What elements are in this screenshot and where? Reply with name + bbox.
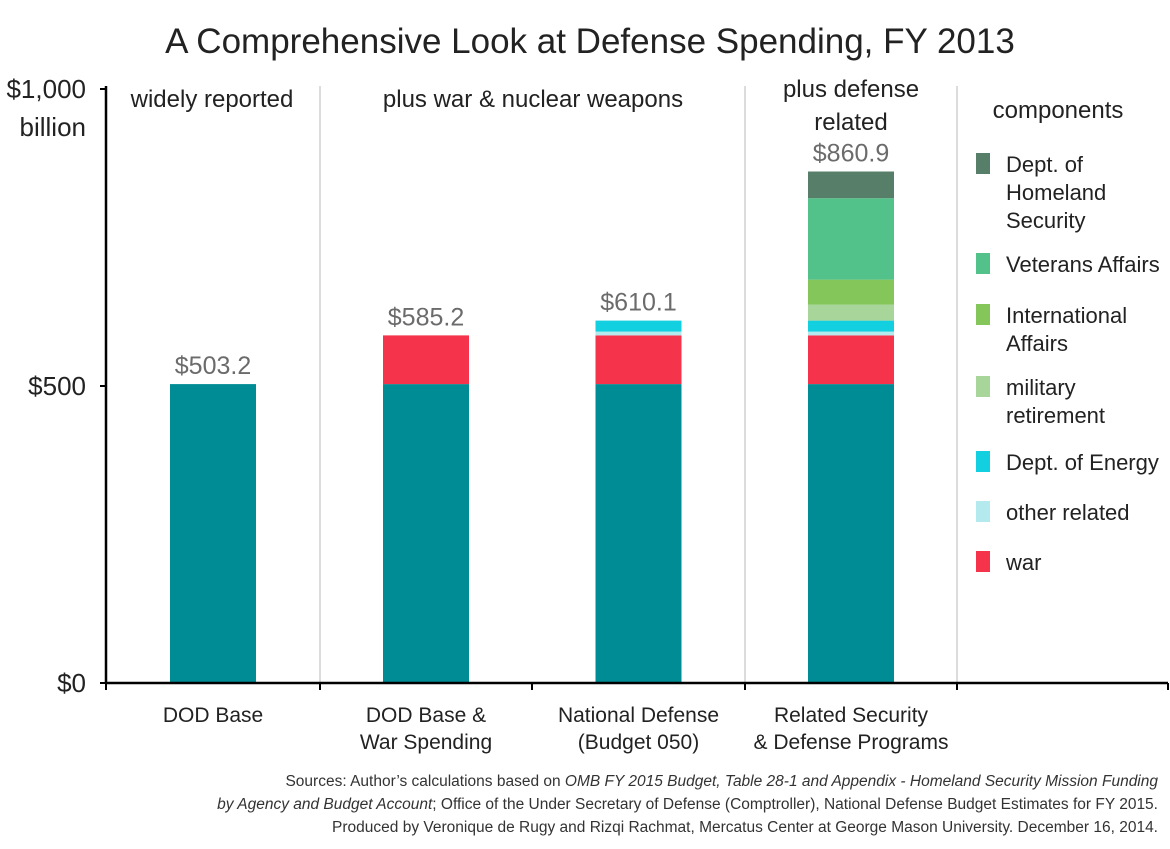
chart-title: A Comprehensive Look at Defense Spending… [165, 22, 1015, 61]
category-label-1-line-1: War Spending [360, 731, 492, 754]
bar-2-segment-dept-of-energy [595, 320, 682, 332]
section-header-0-line-0: widely reported [130, 86, 294, 113]
section-header-1-line-0: plus war & nuclear weapons [383, 86, 683, 113]
legend-swatch-5 [976, 501, 990, 522]
legend-label-2-line-1: Affairs [1006, 331, 1068, 356]
section-dividers [319, 86, 958, 683]
section-header-2-line-0: plus defense [783, 76, 919, 103]
legend: components Dept. of Homeland Security Vetera… [976, 97, 1160, 575]
sources-line-1-text: Sources: Author’s calculations based on [285, 773, 565, 790]
legend-swatch-3 [976, 376, 990, 397]
category-label-0-line-0: DOD Base [163, 704, 263, 727]
bar-total-label-3: $860.9 [813, 140, 889, 168]
legend-label-3-line-0: military [1006, 375, 1076, 400]
legend-label-5-line-0: other related [1006, 500, 1130, 525]
bars: $503.2 $585.2 $610.1 $860.9 [170, 140, 894, 683]
legend-title: components [993, 97, 1124, 124]
bar-total-label-2: $610.1 [600, 289, 676, 317]
bar-3-segment-dept-of-homeland-security [808, 171, 894, 199]
category-label-2-line-0: National Defense [558, 704, 719, 727]
bar-3-segment-other-related [808, 331, 894, 336]
legend-label-4-line-0: Dept. of Energy [1006, 450, 1159, 475]
legend-label-0-line-0: Dept. of [1006, 152, 1084, 177]
legend-swatch-4 [976, 451, 990, 472]
section-header-2-line-1: related [814, 109, 887, 136]
sources-line-2: by Agency and Budget Account; Office of … [0, 793, 1158, 816]
category-label-3-line-0: Related Security [774, 704, 929, 727]
category-label-2-line-1: (Budget 050) [578, 731, 699, 754]
legend-label-0-line-2: Security [1006, 208, 1085, 233]
sources-line-2-text: ; Office of the Under Secretary of Defen… [432, 796, 1158, 813]
legend-label-2-line-0: International [1006, 303, 1127, 328]
sources-line-1-citation: OMB FY 2015 Budget, Table 28-1 and Appen… [564, 773, 1158, 790]
legend-swatch-2 [976, 304, 990, 325]
legend-label-1-line-0: Veterans Affairs [1006, 252, 1160, 277]
x-axis: DOD Base DOD Base & War Spending National D… [105, 681, 1169, 754]
sources-line-3: Produced by Veronique de Rugy and Rizqi … [332, 819, 1158, 836]
section-headers: widely reported plus war & nuclear weapon… [130, 76, 919, 136]
bar-3-segment-military-retirement [808, 304, 894, 321]
legend-label-0-line-1: Homeland [1006, 180, 1106, 205]
bar-3-segment-war [808, 335, 894, 385]
sources-note: Sources: Author’s calculations based on … [0, 770, 1158, 839]
bar-3-segment-dept-of-energy [808, 320, 894, 332]
legend-label-3-line-1: retirement [1006, 403, 1105, 428]
bar-1-segment-base [383, 384, 469, 683]
bar-1-segment-war [383, 335, 469, 385]
bar-2-segment-base [595, 384, 682, 683]
y-tick-label-1: $500 [28, 371, 86, 401]
bar-0-segment-base [170, 384, 256, 683]
bar-3-segment-international-affairs [808, 279, 894, 305]
category-label-1-line-0: DOD Base & [366, 704, 486, 727]
legend-swatch-0 [976, 153, 990, 174]
y-tick-label-0: $0 [57, 668, 86, 698]
legend-swatch-6 [976, 551, 990, 572]
legend-label-6-line-0: war [1005, 550, 1041, 575]
bar-total-label-0: $503.2 [175, 352, 251, 380]
sources-line-2-citation: by Agency and Budget Account [217, 796, 433, 813]
y-axis: $0 $500 $1,000 billion [6, 74, 108, 698]
legend-swatch-1 [976, 253, 990, 274]
bar-total-label-1: $585.2 [388, 303, 464, 331]
category-label-3-line-1: & Defense Programs [754, 731, 949, 754]
bar-3-segment-base [808, 384, 894, 683]
sources-line-1: Sources: Author’s calculations based on … [0, 770, 1158, 793]
bar-2-segment-other-related [595, 331, 682, 336]
bar-3-segment-veterans-affairs [808, 198, 894, 280]
bar-2-segment-war [595, 335, 682, 385]
y-tick-label-2: $1,000 [6, 74, 86, 104]
y-unit-label: billion [20, 112, 87, 142]
